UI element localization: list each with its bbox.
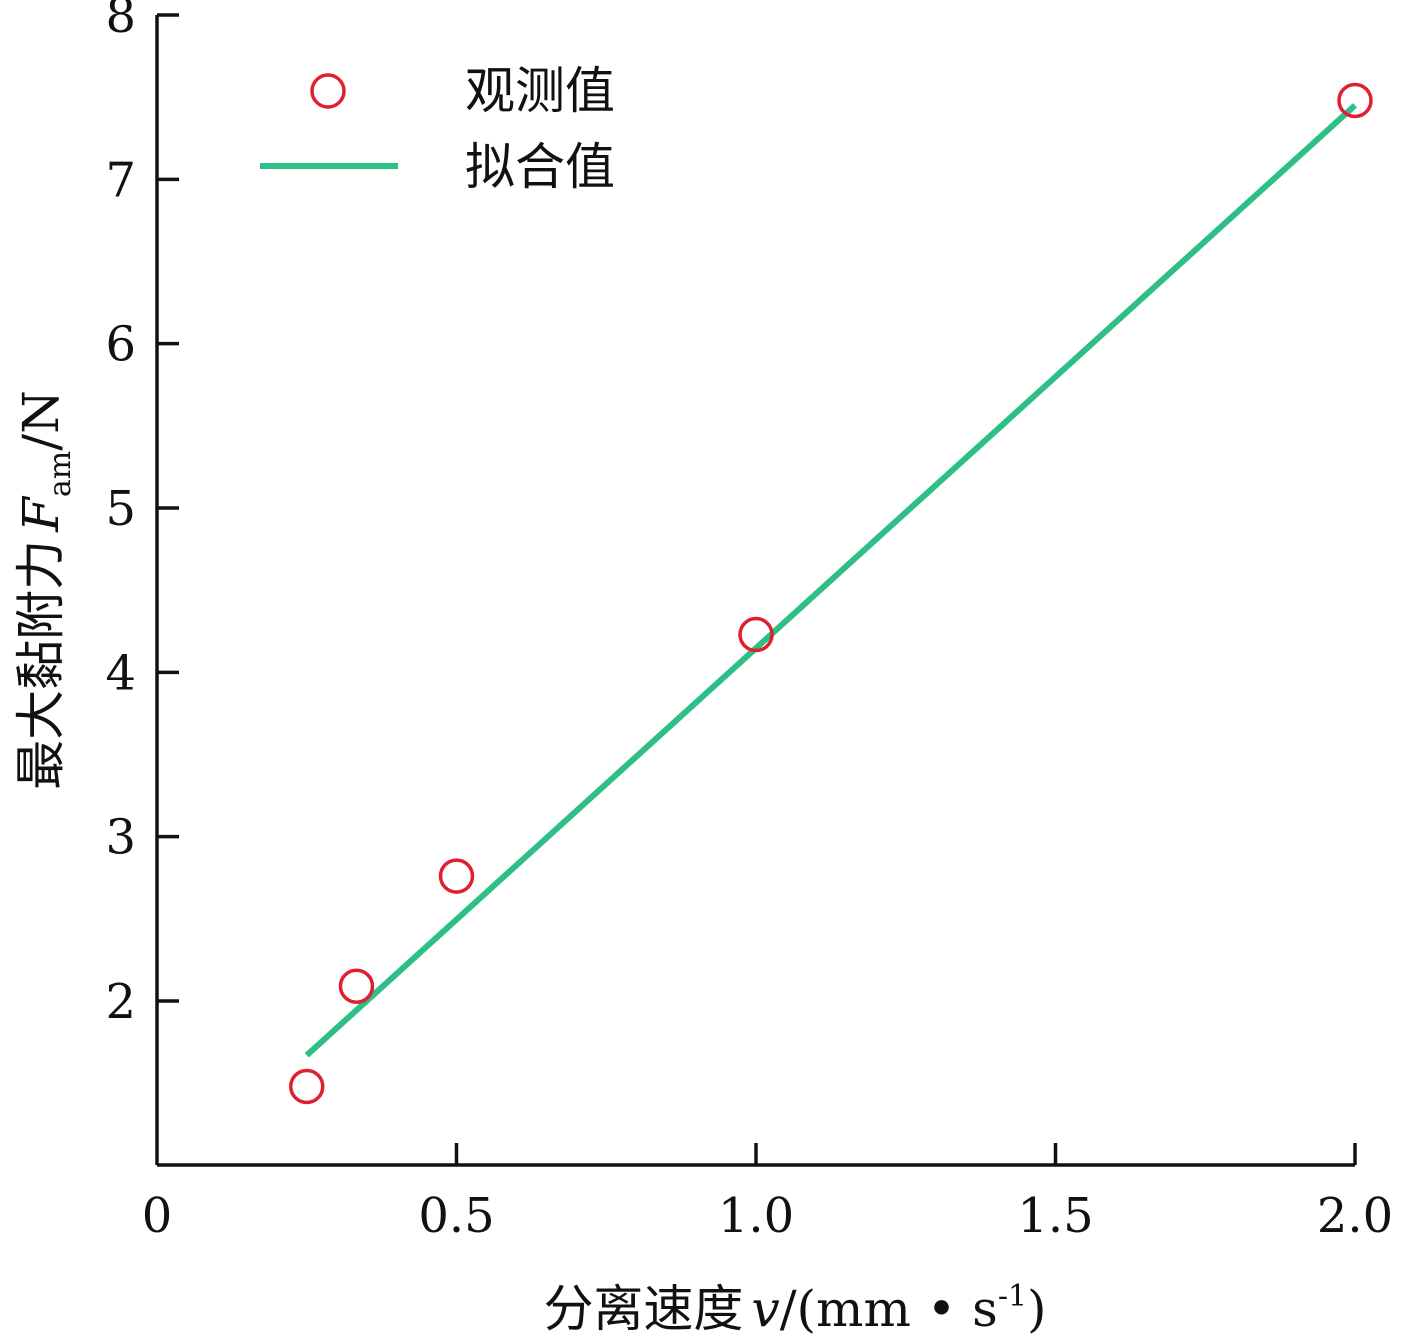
x-ticks: 0 0.5 1.0 1.5 2.0 <box>142 1143 1393 1244</box>
y-tick-label: 5 <box>105 481 136 537</box>
legend-label-observed: 观测值 <box>465 62 615 120</box>
axes <box>155 15 1355 1167</box>
y-tick-label: 7 <box>105 152 136 208</box>
data-point <box>338 968 375 1004</box>
legend-label-fit: 拟合值 <box>465 138 615 196</box>
fit-line <box>304 103 1358 1058</box>
plot-area <box>289 82 1373 1105</box>
y-tick-label: 2 <box>105 974 136 1030</box>
data-point <box>289 1068 325 1105</box>
y-tick-label: 4 <box>105 645 136 701</box>
y-tick-label: 3 <box>105 810 136 866</box>
y-ticks: 2 3 4 5 6 7 8 <box>105 0 179 1030</box>
data-point <box>1337 82 1373 119</box>
legend-marker-observed <box>310 73 346 109</box>
x-tick-label: 2.0 <box>1317 1188 1393 1244</box>
x-tick-label: 1.5 <box>1017 1188 1093 1244</box>
data-point <box>438 858 475 894</box>
x-tick-label: 0 <box>142 1188 173 1244</box>
x-tick-label: 1.0 <box>718 1188 794 1244</box>
x-axis-label: 分离速度 v/(mm • s-1) <box>543 1279 1046 1338</box>
data-point <box>738 616 774 653</box>
y-tick-label: 6 <box>105 317 136 373</box>
y-axis-label: 最大黏附力Fam/N <box>12 390 78 790</box>
x-tick-label: 0.5 <box>418 1188 494 1244</box>
y-tick-label: 8 <box>105 0 136 44</box>
